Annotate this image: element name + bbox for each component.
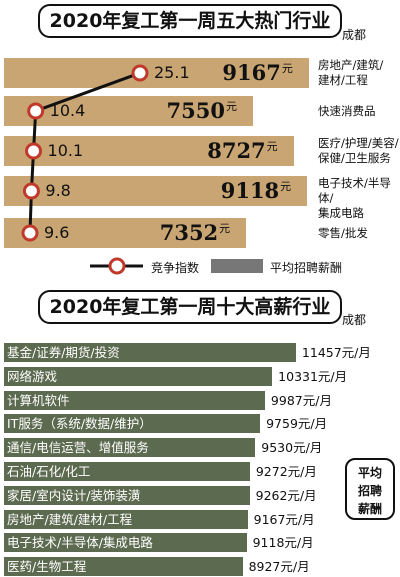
salary-rank-value: 9987元/月 xyxy=(270,392,332,408)
legend-salary-label: 平均招聘薪酬 xyxy=(270,261,343,275)
salary-rank-bar: 房地产/建筑/建材/工程 xyxy=(4,509,248,529)
legend-index-label: 竞争指数 xyxy=(151,261,200,275)
salary-unit: 元 xyxy=(266,140,278,153)
industry-label: 电子技术/半导体/集成电路 xyxy=(318,176,400,221)
salary-value-number: 7550 xyxy=(166,98,225,123)
salary-rank-bar: 石油/石化/化工 xyxy=(4,462,250,481)
index-point xyxy=(131,64,149,82)
salary-unit: 元 xyxy=(280,180,292,193)
salary-bar xyxy=(4,176,308,206)
salary-rank-value: 9167元/月 xyxy=(253,511,315,527)
salary-bar xyxy=(4,218,247,248)
salary-rank-bar: 家居/室内设计/装饰装潢 xyxy=(4,485,250,505)
industry-label: 零售/批发 xyxy=(318,226,368,241)
salary-value-number: 8727 xyxy=(207,138,266,163)
salary-rank-value: 9262元/月 xyxy=(255,487,317,503)
industry-label: 快速消费品 xyxy=(318,104,376,119)
salary-rank-value: 10331元/月 xyxy=(278,368,348,384)
industry-label-line: 房地产/建筑/ xyxy=(318,58,384,72)
index-line xyxy=(28,71,141,234)
salary-bar xyxy=(4,96,253,126)
salary-value-number: 7352 xyxy=(159,220,219,245)
salary-unit: 元 xyxy=(219,222,231,235)
salary-rank-value: 11457元/月 xyxy=(301,345,371,360)
salary-value-label: 9167元 xyxy=(222,60,292,85)
salary-value-label: 9118元 xyxy=(221,178,291,203)
salary-rank-bar: 计算机软件 xyxy=(4,390,265,410)
salary-rank-value: 9118元/月 xyxy=(252,535,314,551)
industry-label-line: 电子技术/半导体/ xyxy=(318,176,391,205)
salary-unit: 元 xyxy=(226,100,237,113)
avg-salary-line-3: 薪酬 xyxy=(357,502,382,516)
industry-label: 房地产/建筑/建材/工程 xyxy=(318,58,383,88)
salary-rank-value: 8927元/月 xyxy=(248,559,310,575)
salary-bar xyxy=(4,136,294,166)
avg-salary-line-1: 平均 xyxy=(357,466,382,480)
salary-rank-value: 9530元/月 xyxy=(261,440,323,456)
salary-rank-value: 9272元/月 xyxy=(255,464,317,479)
salary-rank-value: 9759元/月 xyxy=(266,416,328,432)
industry-label-line: 医疗/护理/美容/ xyxy=(318,136,399,150)
industry-label-line: 建材/工程 xyxy=(318,73,368,87)
industry-label-line: 保健/卫生服务 xyxy=(318,151,391,165)
index-value-label: 10.4 xyxy=(49,101,86,120)
salary-rank-bar: 医药/生物工程 xyxy=(4,557,243,577)
index-value-label: 10.1 xyxy=(47,141,84,160)
salary-rank-bar: IT服务（系统/数据/维护） xyxy=(4,414,261,434)
industry-label: 医疗/护理/美容/保健/卫生服务 xyxy=(318,136,399,166)
index-point xyxy=(21,224,39,242)
index-value-label: 25.1 xyxy=(154,63,190,82)
chart2-title: 2020年复工第一周十大高薪行业 xyxy=(38,290,342,324)
chart1-svg xyxy=(21,64,149,242)
salary-rank-bar: 电子技术/半导体/集成电路 xyxy=(4,533,247,553)
salary-bar xyxy=(4,58,309,88)
index-value-label: 9.8 xyxy=(45,181,71,200)
salary-value-number: 9118 xyxy=(220,178,280,203)
index-point xyxy=(22,182,40,200)
chart2-subtitle: 成都 xyxy=(342,313,367,327)
chart1-subtitle: 成都 xyxy=(342,28,367,42)
index-point xyxy=(27,102,45,120)
salary-value-label: 8727元 xyxy=(207,138,277,163)
salary-value-label: 7550元 xyxy=(167,98,237,123)
index-point xyxy=(25,142,43,160)
chart1-title: 2020年复工第一周五大热门行业 xyxy=(38,4,342,38)
avg-salary-line-2: 招聘 xyxy=(357,484,382,498)
industry-label-line: 集成电路 xyxy=(318,206,364,220)
salary-value-number: 9167 xyxy=(222,60,281,85)
salary-rank-bar: 通信/电信运营、增值服务 xyxy=(4,438,256,458)
salary-unit: 元 xyxy=(281,62,293,75)
industry-label-line: 零售/批发 xyxy=(318,225,368,240)
salary-rank-bar: 网络游戏 xyxy=(4,366,273,386)
avg-salary-callout: 平均 招聘 薪酬 xyxy=(345,458,395,520)
salary-value-label: 7352元 xyxy=(160,220,230,245)
index-value-label: 9.6 xyxy=(44,223,70,242)
industry-label-line: 快速消费品 xyxy=(318,103,376,118)
salary-rank-bar: 基金/证券/期货/投资 xyxy=(4,343,296,362)
